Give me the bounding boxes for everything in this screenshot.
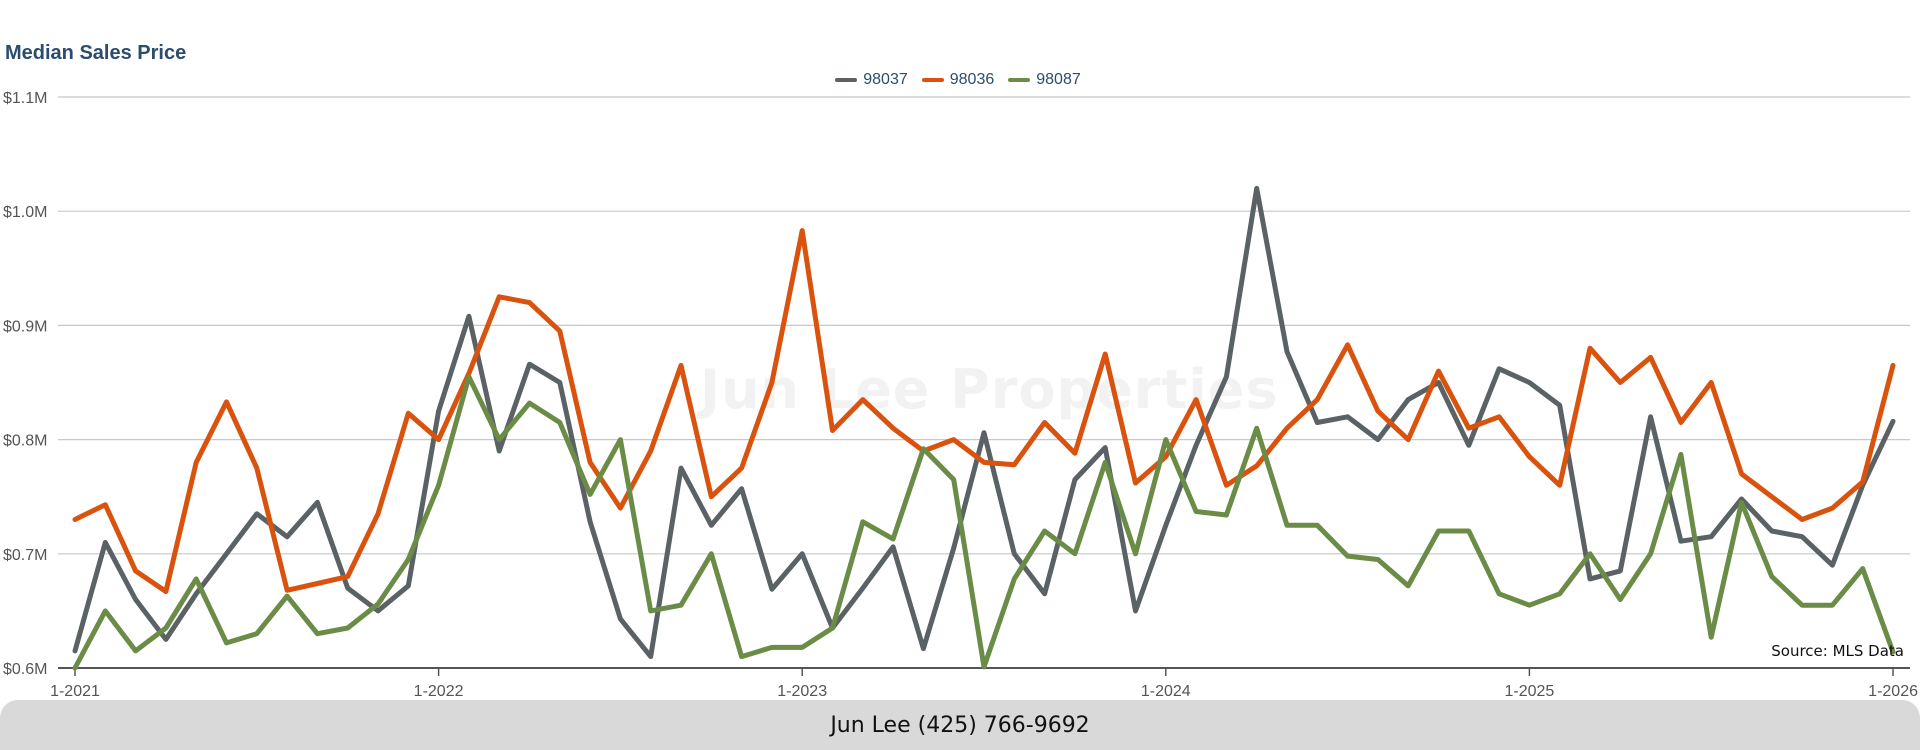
legend-label: 98036	[949, 71, 995, 88]
legend-item-98087: 98087	[1008, 71, 1081, 89]
y-tick-label: $0.7M	[3, 547, 47, 564]
legend-swatch	[921, 78, 944, 82]
y-tick-label: $0.6M	[3, 661, 47, 678]
x-tick-label: 1-2025	[1504, 683, 1554, 700]
series-lines	[72, 185, 1896, 671]
y-tick-label: $0.8M	[3, 433, 47, 450]
line-chart: $0.6M$0.7M$0.8M$0.9M$1.0M$1.1M 1-2021 1-2…	[3, 90, 1918, 700]
series-line-98037	[72, 185, 1896, 660]
watermark-text: Jun Lee Properties	[700, 358, 1279, 421]
series-line-98087	[72, 374, 1896, 671]
x-tick-label: 1-2026	[1868, 683, 1918, 700]
legend-swatch	[835, 78, 858, 82]
y-tick-label: $1.1M	[3, 90, 47, 107]
x-tick-label: 1-2021	[50, 683, 100, 700]
legend-label: 98087	[1036, 71, 1081, 88]
legend-label: 98037	[863, 71, 908, 88]
y-tick-label: $0.9M	[3, 318, 47, 335]
series-line-98036	[72, 228, 1896, 594]
legend-item-98036: 98036	[921, 71, 995, 89]
x-tick-label: 1-2024	[1141, 683, 1191, 700]
legend-item-98037: 98037	[835, 71, 908, 89]
y-tick-label: $1.0M	[3, 204, 47, 221]
x-tick-label: 1-2022	[414, 683, 464, 700]
legend: 98037 98036 98087	[0, 71, 1918, 89]
x-tick-label: 1-2023	[777, 683, 827, 700]
source-note: Source: MLS Data	[1771, 642, 1904, 660]
legend-swatch	[1008, 78, 1031, 82]
x-axis: 1-2021 1-2022 1-2023 1-2024 1-2025 1-2026	[50, 668, 1918, 700]
chart-title: Median Sales Price	[5, 42, 187, 64]
footer-contact: Jun Lee (425) 766-9692	[830, 712, 1090, 738]
footer-bar: Jun Lee (425) 766-9692	[0, 700, 1920, 750]
y-axis-ticks: $0.6M $0.7M $0.8M $0.9M $1.0M $1.1M	[3, 90, 47, 678]
